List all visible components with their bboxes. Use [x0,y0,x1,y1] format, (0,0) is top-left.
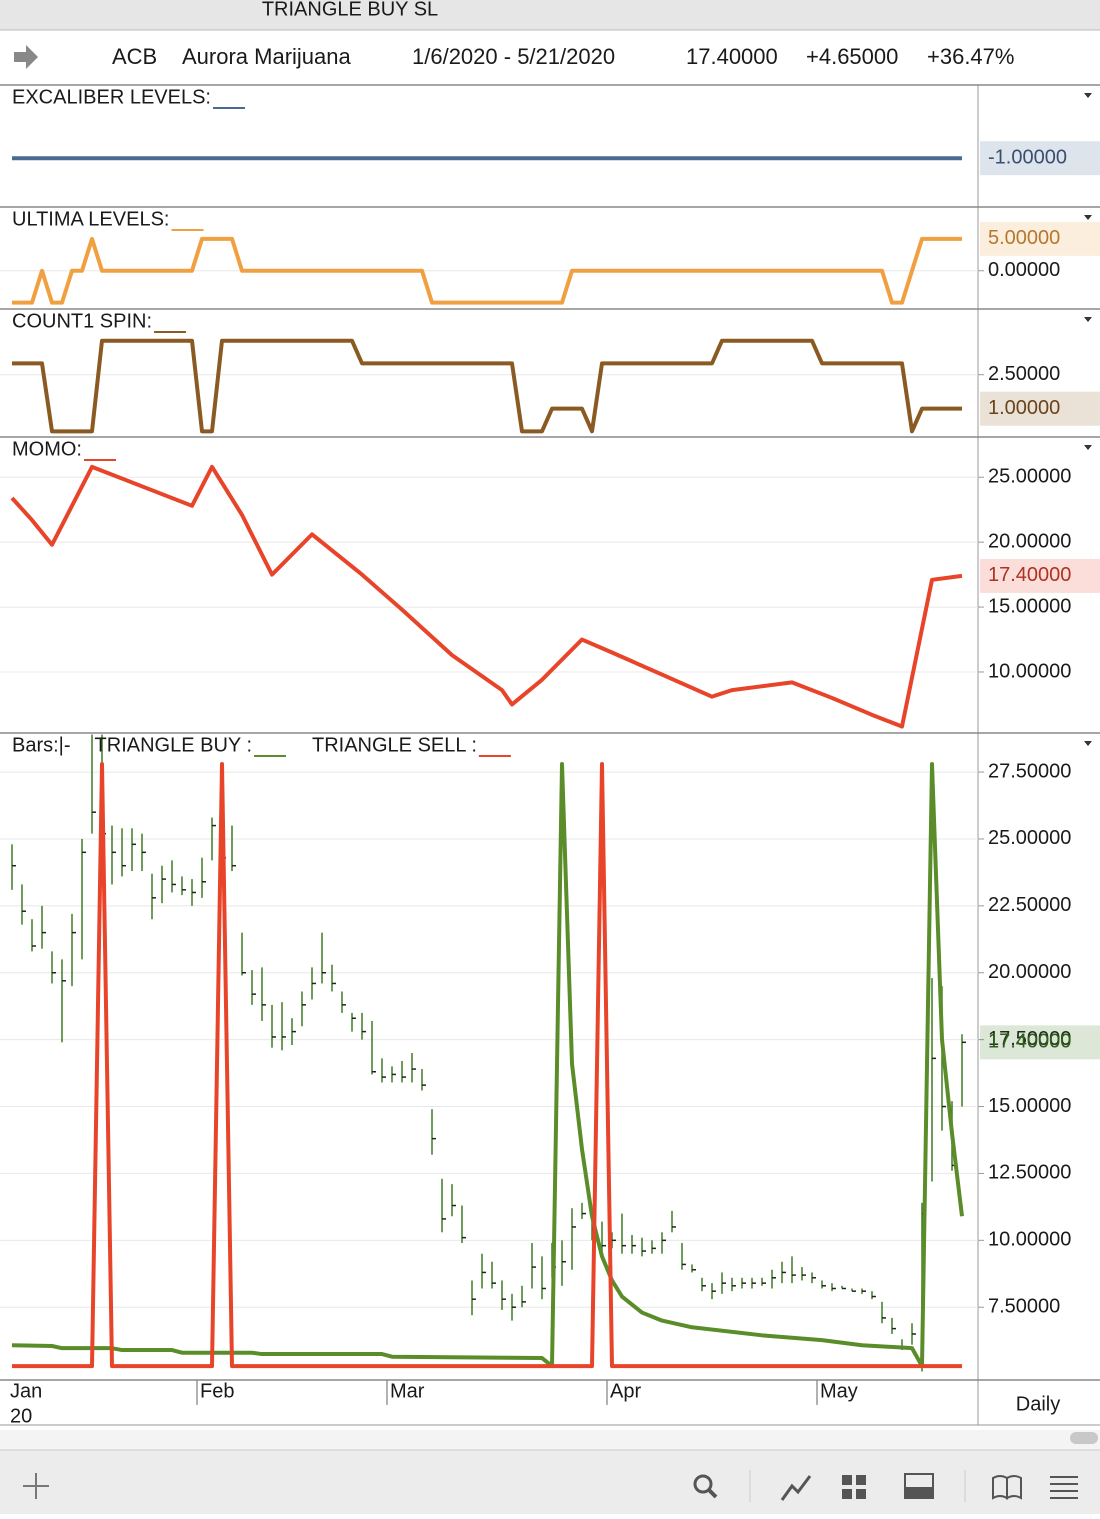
legend-label: ULTIMA LEVELS: [12,208,169,230]
period-label: Daily [1016,1393,1060,1415]
last-value-label: 17.40000 [988,564,1071,586]
y-tick-label: 2.50000 [988,363,1060,385]
panel-menu[interactable] [1084,93,1092,98]
x-tick-label: May [820,1380,858,1402]
change-pct: +36.47% [927,44,1014,69]
x-tick-label: Mar [390,1380,425,1402]
last-price: 17.40000 [686,44,778,69]
y-tick-label: 25.00000 [988,827,1071,849]
last-value-tag [980,1025,1100,1060]
last-value-tag [980,141,1100,176]
book-button[interactable] [992,1475,1022,1500]
y-tick-label: 17.50000 [988,1028,1071,1050]
x-tick-label: Jan [10,1380,42,1402]
last-value-label: 17.40000 [988,1031,1071,1053]
year-label: 20 [10,1405,32,1427]
scroll-thumb[interactable] [1070,1432,1098,1444]
series-line [11,762,964,1369]
grid-button[interactable] [842,1475,866,1499]
nav-arrow[interactable] [14,45,38,69]
panel-menu[interactable] [1084,317,1092,322]
y-tick-label: 27.50000 [988,760,1071,782]
last-value-tag [980,391,1100,426]
y-tick-label: 7.50000 [988,1296,1060,1318]
last-value-label: 1.00000 [988,397,1060,419]
panel-menu[interactable] [1084,741,1092,746]
x-tick-label: Apr [610,1380,641,1402]
change: +4.65000 [806,44,898,69]
title-bar [0,0,1100,30]
toolbar [0,1450,1100,1514]
menu-button[interactable] [1050,1476,1078,1499]
last-value-label: 5.00000 [988,227,1060,249]
search-button[interactable] [693,1474,718,1499]
last-value-tag [980,558,1100,593]
series-line [12,762,962,1369]
last-value-label: -1.00000 [988,146,1067,168]
date-range: 1/6/2020 - 5/21/2020 [412,44,615,69]
series-line [12,236,962,305]
add-button[interactable] [23,1473,49,1499]
chart-button[interactable] [780,1475,812,1501]
y-tick-label: 25.00000 [988,466,1071,488]
y-tick-label: 22.50000 [988,894,1071,916]
window-title: TRIANGLE BUY SL [262,0,438,20]
legend-label: EXCALIBER LEVELS: [12,86,211,108]
series-line [12,338,962,434]
legend-label: TRIANGLE SELL : [312,734,477,756]
window-button[interactable] [904,1473,934,1499]
y-tick-label: 15.00000 [988,1095,1071,1117]
y-tick-label: 20.00000 [988,530,1071,552]
y-tick-label: 0.00000 [988,259,1060,281]
x-tick-label: Feb [200,1380,234,1402]
y-tick-label: 15.00000 [988,595,1071,617]
legend-label: MOMO: [12,438,82,460]
legend-label: COUNT1 SPIN: [12,310,152,332]
panel-menu[interactable] [1084,445,1092,450]
legend-label: TRIANGLE BUY : [95,734,252,756]
panel-menu[interactable] [1084,215,1092,220]
y-tick-label: 20.00000 [988,961,1071,983]
company-name: Aurora Marijuana [182,44,352,69]
y-tick-label: 10.00000 [988,660,1071,682]
last-value-tag [980,221,1100,256]
legend-label: Bars:|- [12,734,71,756]
series-line [10,464,963,729]
symbol: ACB [112,44,157,69]
scroll-area [0,1430,1100,1450]
y-tick-label: 12.50000 [988,1162,1071,1184]
y-tick-label: 10.00000 [988,1229,1071,1251]
